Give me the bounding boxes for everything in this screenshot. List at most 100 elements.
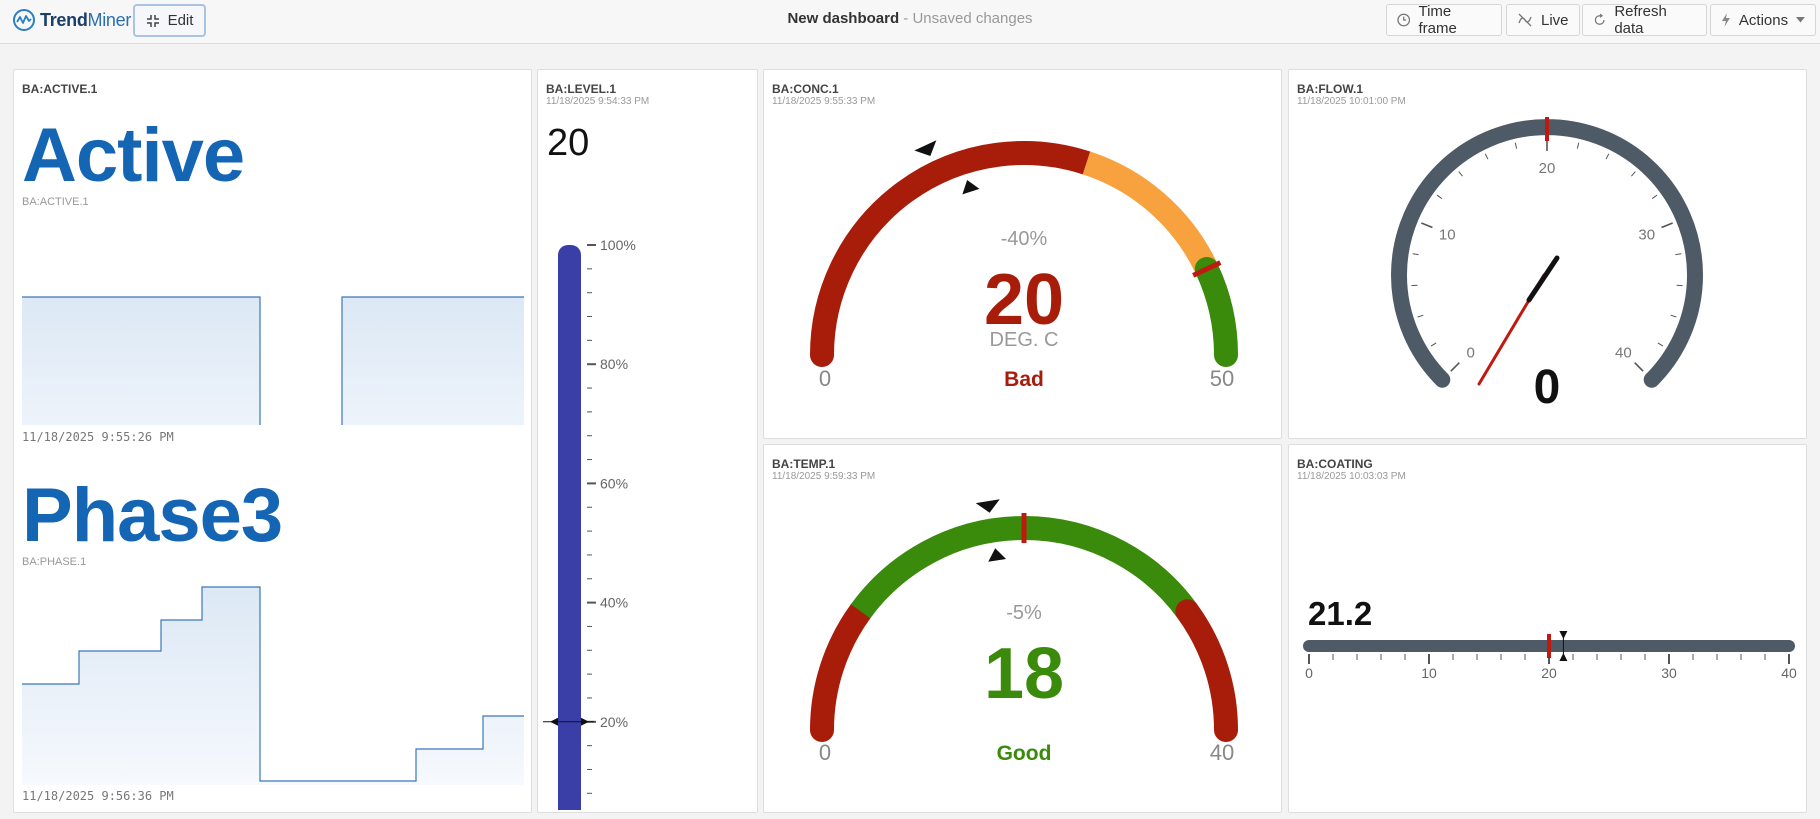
flow-tick-label: 40 bbox=[1615, 344, 1632, 361]
level-value: 20 bbox=[547, 122, 590, 164]
temp-arc-high-zone bbox=[1175, 599, 1238, 742]
conc-unit: DEG. C bbox=[990, 329, 1059, 351]
level-scale: 100%80%60%40%20%0% bbox=[587, 237, 636, 794]
chevron-down-icon bbox=[1796, 17, 1805, 23]
flow-value: 0 bbox=[1534, 361, 1561, 414]
flow-tick bbox=[1421, 222, 1433, 229]
flow-tick-label: 30 bbox=[1638, 227, 1655, 244]
temp-min-label: 0 bbox=[819, 740, 831, 765]
temp-max-label: 40 bbox=[1210, 740, 1234, 765]
flow-dial-gauge: 0 10 20 30 40 0 bbox=[1391, 117, 1703, 414]
panel-timestamp: 11/18/2025 9:55:33 PM bbox=[772, 96, 876, 107]
conc-max-label: 50 bbox=[1210, 366, 1234, 391]
conc-percent: -40% bbox=[1001, 228, 1048, 250]
level-tick-label: 40% bbox=[600, 595, 628, 611]
conc-value-marker-inner bbox=[962, 180, 980, 195]
flow-tick bbox=[1631, 171, 1636, 177]
temp-arc-gauge: -5% 18 Good 0 40 bbox=[810, 499, 1238, 765]
flow-tick bbox=[1458, 171, 1463, 177]
panel-timestamp: 11/18/2025 9:54:33 PM bbox=[546, 96, 650, 107]
phase-tag-label: BA:PHASE.1 bbox=[22, 556, 87, 568]
flow-tick bbox=[1576, 142, 1580, 149]
edit-label: Edit bbox=[167, 12, 194, 29]
coating-scale: 0 10 20 30 40 bbox=[1305, 654, 1797, 681]
coating-value: 21.2 bbox=[1308, 595, 1373, 632]
flow-needle-black bbox=[1526, 255, 1560, 303]
phase-trend-line bbox=[22, 586, 524, 782]
panel-timestamp: 11/18/2025 10:01:00 PM bbox=[1297, 96, 1406, 107]
brand-bold: Trend bbox=[40, 9, 88, 30]
level-tick-label: 20% bbox=[600, 714, 628, 730]
coating-linear-gauge: 0 10 20 30 40 bbox=[1303, 631, 1797, 681]
refresh-icon bbox=[1594, 13, 1605, 25]
trendminer-logo[interactable]: TrendMiner bbox=[12, 8, 131, 32]
flow-tick bbox=[1436, 194, 1443, 199]
panel-title: BA:CONC.1 bbox=[772, 82, 839, 96]
brand-light: Miner bbox=[87, 9, 132, 30]
panel-title: BA:COATING bbox=[1297, 457, 1373, 471]
conc-arc-good-zone bbox=[1194, 257, 1239, 367]
phase-state-value: Phase3 bbox=[22, 473, 283, 558]
panel-timestamp: 11/18/2025 10:03:03 PM bbox=[1297, 471, 1406, 482]
flow-tick bbox=[1450, 362, 1460, 372]
level-tick-label: 80% bbox=[600, 356, 628, 372]
time-frame-button[interactable]: Time frame bbox=[1386, 3, 1502, 37]
dashboard-status: - Unsaved changes bbox=[899, 10, 1033, 27]
panel-title: BA:TEMP.1 bbox=[772, 457, 836, 471]
refresh-data-button[interactable]: Refresh data bbox=[1582, 3, 1707, 37]
temp-value: 18 bbox=[984, 634, 1064, 714]
phase-trend-area bbox=[22, 587, 524, 785]
coating-tick-label: 0 bbox=[1305, 665, 1313, 681]
phase-trend-time: 11/18/2025 9:56:36 PM bbox=[22, 789, 174, 803]
clock-icon bbox=[1397, 13, 1411, 27]
coating-value-marker bbox=[1559, 631, 1568, 661]
flow-tick bbox=[1484, 153, 1489, 160]
conc-status: Bad bbox=[1004, 368, 1044, 391]
live-button[interactable]: Live bbox=[1506, 4, 1580, 36]
temp-value-marker-outer bbox=[975, 499, 1000, 513]
flow-tick bbox=[1651, 194, 1658, 199]
coating-tick-label: 30 bbox=[1661, 665, 1677, 681]
level-panel: BA:LEVEL.1 11/18/2025 9:54:33 PM 20 100%… bbox=[537, 69, 758, 813]
conc-limit-marker bbox=[1192, 260, 1222, 278]
temp-percent: -5% bbox=[1006, 602, 1042, 624]
lightning-icon bbox=[1721, 13, 1730, 27]
time-frame-label: Time frame bbox=[1418, 3, 1457, 37]
level-bar-gauge: 100%80%60%40%20%0% bbox=[543, 237, 636, 810]
live-off-icon bbox=[1518, 13, 1532, 27]
flow-tick bbox=[1657, 342, 1664, 347]
conc-arc-gauge: -40% 20 DEG. C Bad 0 50 bbox=[810, 140, 1239, 391]
flow-tick-label: 10 bbox=[1439, 227, 1456, 244]
active-tag-label: BA:ACTIVE.1 bbox=[22, 196, 89, 208]
flow-dial-ticks: 0 10 20 30 40 bbox=[1411, 139, 1683, 372]
conc-value-marker-outer bbox=[914, 140, 937, 156]
flow-tick bbox=[1412, 253, 1419, 256]
panel-title: BA:LEVEL.1 bbox=[546, 82, 617, 96]
conc-value: 20 bbox=[984, 260, 1064, 340]
edit-button[interactable]: Edit bbox=[133, 4, 206, 37]
level-tick-label: 60% bbox=[600, 475, 628, 491]
dashboard-title: New dashboard - Unsaved changes bbox=[0, 10, 1820, 27]
temp-panel: BA:TEMP.1 11/18/2025 9:59:33 PM -5% 18 G… bbox=[763, 444, 1282, 813]
active-phase-panel: BA:ACTIVE.1 Active BA:ACTIVE.1 11/18/202… bbox=[13, 69, 532, 813]
active-trend-line bbox=[22, 296, 524, 425]
flow-tick bbox=[1634, 362, 1644, 372]
active-trend-time: 11/18/2025 9:55:26 PM bbox=[22, 430, 174, 444]
flow-tick bbox=[1670, 314, 1677, 318]
flow-tick bbox=[1661, 222, 1673, 229]
actions-label: Actions bbox=[1738, 11, 1789, 29]
level-bar-fill bbox=[558, 245, 581, 810]
flow-tick-label: 20 bbox=[1539, 160, 1556, 177]
top-bar: TrendMiner Edit New dashboard - Unsaved … bbox=[0, 0, 1820, 44]
level-tick-label: 100% bbox=[600, 237, 636, 253]
conc-min-label: 0 bbox=[819, 366, 831, 391]
temp-value-marker-inner bbox=[988, 548, 1007, 562]
trendminer-logo-icon bbox=[13, 9, 35, 31]
collapse-icon bbox=[146, 14, 159, 27]
flow-tick-label: 0 bbox=[1466, 344, 1474, 361]
active-trend-chart bbox=[22, 296, 524, 425]
actions-button[interactable]: Actions bbox=[1710, 4, 1816, 36]
active-trend-area bbox=[22, 297, 524, 425]
active-state-value: Active bbox=[22, 113, 245, 198]
flow-tick bbox=[1417, 314, 1424, 318]
